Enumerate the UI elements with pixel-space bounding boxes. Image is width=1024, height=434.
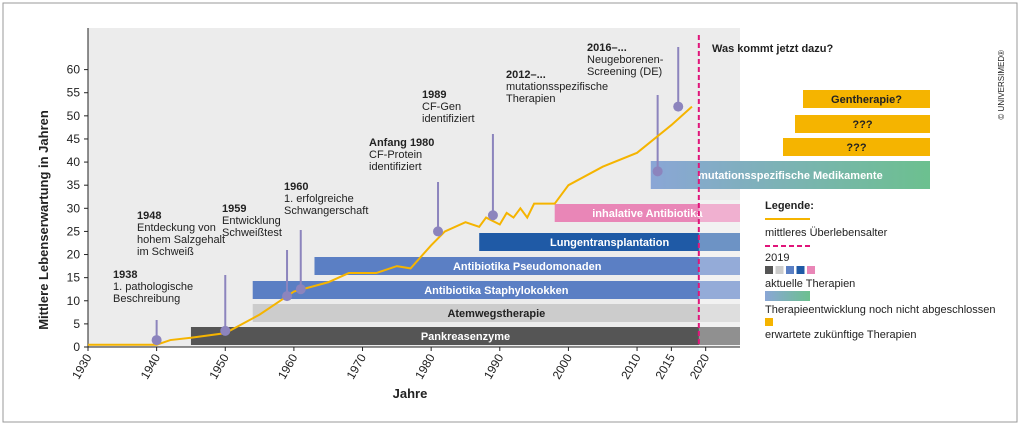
therapy-bar xyxy=(554,204,740,222)
y-tick-label: 35 xyxy=(67,178,81,192)
event-text: Beschreibung xyxy=(113,293,180,305)
x-tick-label: 2015 xyxy=(652,351,678,381)
event-text: mutationsspezifische xyxy=(506,81,608,93)
legend-swatch xyxy=(765,266,773,274)
x-tick-label: 1950 xyxy=(206,351,232,381)
x-tick-label: 2000 xyxy=(550,351,576,381)
event-text: Neugeborenen- xyxy=(587,54,664,66)
legend-text: erwartete zukünftige Therapien xyxy=(765,329,916,341)
future-bar xyxy=(795,115,930,133)
future-bar xyxy=(803,90,930,108)
x-tick-label: 1960 xyxy=(275,351,301,381)
y-tick-label: 45 xyxy=(67,132,81,146)
event-text: 1. pathologische xyxy=(113,281,193,293)
event-dot xyxy=(220,325,231,336)
event-text: Entwicklung xyxy=(222,215,281,227)
future-bar xyxy=(783,138,930,156)
future-label: Gentherapie? xyxy=(831,94,902,106)
developing-label: mutationsspezifische Medikamente xyxy=(698,170,883,182)
legend-swatch xyxy=(807,266,815,274)
event-date: 2012–... xyxy=(506,69,546,81)
copyright: © UNIVERSIMED® xyxy=(997,50,1006,120)
event-text: identifiziert xyxy=(369,161,422,173)
future-fade xyxy=(698,200,740,347)
x-tick-label: 2010 xyxy=(618,351,644,381)
event-date: 1960 xyxy=(284,181,308,193)
event-date: 1948 xyxy=(137,210,161,222)
y-axis-label: Mittlere Lebenserwartung in Jahren xyxy=(36,110,51,330)
event-text: Screening (DE) xyxy=(587,66,662,78)
legend-swatch xyxy=(786,266,794,274)
therapy-bar xyxy=(479,233,740,251)
therapy-bar xyxy=(252,304,740,322)
future-label: ??? xyxy=(846,142,866,154)
y-tick-label: 50 xyxy=(67,109,81,123)
y-tick-label: 55 xyxy=(67,86,81,100)
y-tick-label: 30 xyxy=(67,201,81,215)
legend-swatch xyxy=(765,291,810,301)
event-date: 2016–... xyxy=(587,42,627,54)
event-dot xyxy=(282,291,293,302)
event-text: im Schweiß xyxy=(137,246,194,258)
legend-text: 2019 xyxy=(765,252,789,264)
event-dot xyxy=(433,226,444,237)
therapy-label: Pankreasenzyme xyxy=(421,331,510,343)
event-text: identifiziert xyxy=(422,113,475,125)
y-tick-label: 40 xyxy=(67,155,81,169)
y-tick-label: 15 xyxy=(67,271,81,285)
legend-text: Therapieentwicklung noch nicht abgeschlo… xyxy=(765,304,996,316)
event-dot xyxy=(295,284,306,295)
y-tick-label: 5 xyxy=(73,317,80,331)
event-text: Schwangerschaft xyxy=(284,205,368,217)
event-text: CF-Protein xyxy=(369,149,422,161)
event-date: 1989 xyxy=(422,89,446,101)
event-dot xyxy=(652,166,663,177)
therapy-bar xyxy=(252,281,740,299)
y-tick-label: 10 xyxy=(67,294,81,308)
y-tick-label: 20 xyxy=(67,248,81,262)
therapy-label: Lungentransplantation xyxy=(550,237,669,249)
x-tick-label: 1970 xyxy=(344,351,370,381)
therapy-label: inhalative Antibiotika xyxy=(592,208,703,220)
therapy-label: Antibiotika Pseudomonaden xyxy=(453,261,602,273)
event-text: Entdeckung von xyxy=(137,222,216,234)
x-tick-label: 1990 xyxy=(481,351,507,381)
event-dot xyxy=(151,335,162,346)
event-dot xyxy=(487,210,498,221)
y-tick-label: 25 xyxy=(67,224,81,238)
event-date: 1959 xyxy=(222,203,246,215)
legend-swatch xyxy=(796,266,805,274)
legend-text: aktuelle Therapien xyxy=(765,278,855,290)
x-tick-label: 2020 xyxy=(687,351,713,381)
y-tick-label: 0 xyxy=(73,340,80,354)
therapy-label: Atemwegstherapie xyxy=(447,308,545,320)
event-text: 1. erfolgreiche xyxy=(284,193,354,205)
event-date: 1938 xyxy=(113,269,137,281)
frame xyxy=(2,2,1018,423)
therapy-label: Antibiotika Staphylokokken xyxy=(424,285,569,297)
event-text: CF-Gen xyxy=(422,101,461,113)
legend-text: mittleres Überlebensalter xyxy=(765,227,888,239)
legend-title: Legende: xyxy=(765,200,814,212)
x-axis-label: Jahre xyxy=(393,386,428,401)
therapy-bar xyxy=(190,327,740,345)
legend-swatch xyxy=(765,318,773,326)
event-dot xyxy=(673,101,684,112)
x-tick-label: 1980 xyxy=(412,351,438,381)
legend-swatch xyxy=(775,266,784,274)
x-tick-label: 1940 xyxy=(138,351,164,381)
future-label: ??? xyxy=(852,119,872,131)
developing-bar xyxy=(650,161,930,189)
y-tick-label: 60 xyxy=(67,63,81,77)
future-heading: Was kommt jetzt dazu? xyxy=(712,43,833,55)
event-text: Schweißtest xyxy=(222,227,282,239)
event-date: Anfang 1980 xyxy=(369,137,434,149)
event-text: Therapien xyxy=(506,93,556,105)
event-text: hohem Salzgehalt xyxy=(137,234,225,246)
therapy-bar xyxy=(314,257,740,275)
x-tick-label: 1930 xyxy=(69,351,95,381)
